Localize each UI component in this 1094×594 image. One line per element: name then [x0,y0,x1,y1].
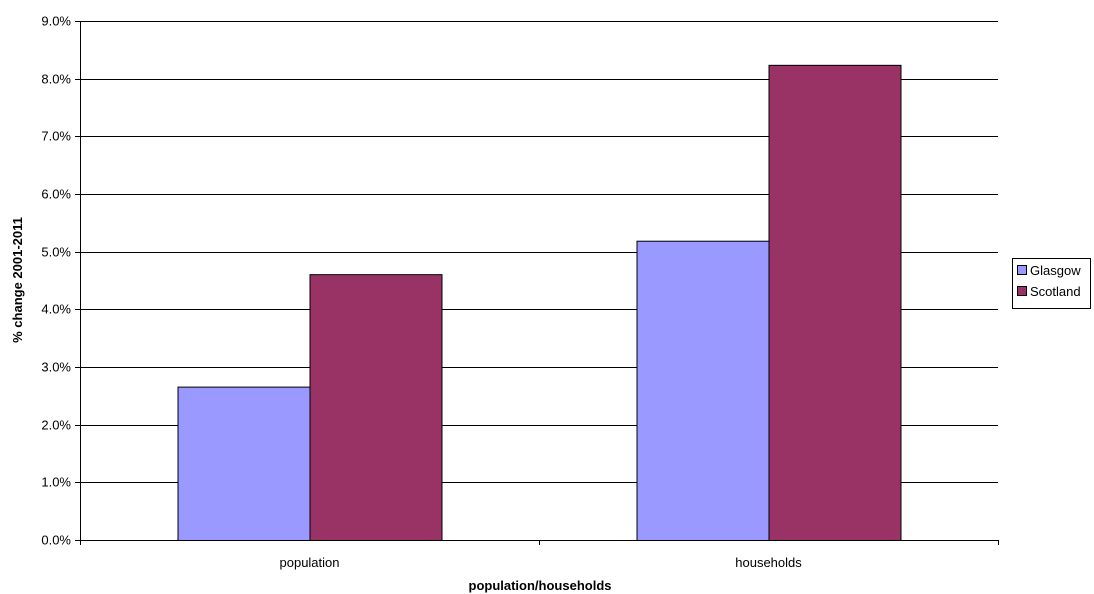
y-tick-label: 5.0% [41,245,71,260]
x-axis-title: population/households [469,578,612,593]
bar-scotland-households [768,64,902,542]
axes [75,21,999,545]
legend-box [1012,258,1091,309]
y-tick-label: 2.0% [41,418,71,433]
legend: Glasgow Scotland [1012,258,1091,309]
y-tick-label: 4.0% [41,302,71,317]
bar-glasgow-households [636,240,770,542]
bars [177,64,902,542]
y-tick-label: 6.0% [41,187,71,202]
legend-label-glasgow: Glasgow [1030,263,1081,278]
x-tick-label: population [280,555,340,570]
y-tick-label: 3.0% [41,360,71,375]
y-axis-title: % change 2001-2011 [10,217,25,343]
x-tick-label: households [735,555,802,570]
y-tick-label: 8.0% [41,72,71,87]
y-tick-labels: 0.0% 1.0% 2.0% 3.0% 4.0% 5.0% 6.0% 7.0% 8.0% 9.0% [41,14,71,548]
y-tick-label: 9.0% [41,14,71,29]
legend-swatch-glasgow [1017,265,1027,275]
x-tick-labels: population households [280,555,803,570]
bar-glasgow-population [177,386,311,541]
legend-swatch-scotland [1017,286,1027,296]
y-tick-label: 7.0% [41,129,71,144]
legend-label-scotland: Scotland [1030,284,1081,299]
y-tick-label: 1.0% [41,475,71,490]
y-tick-label: 0.0% [41,533,71,548]
bar-scotland-population [309,274,443,541]
